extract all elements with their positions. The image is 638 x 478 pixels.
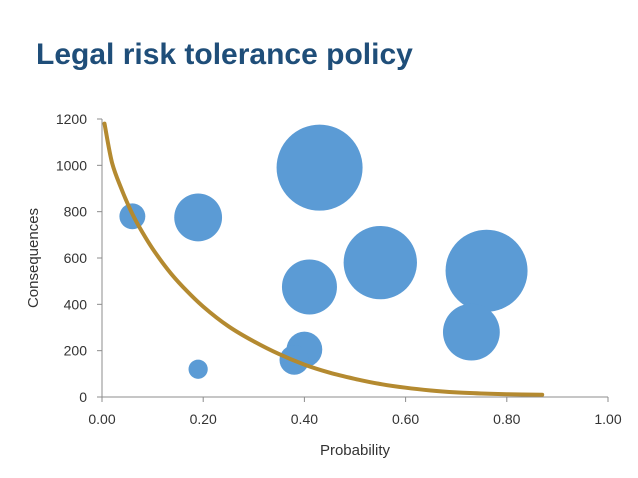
x-tick-label: 0.20: [190, 411, 217, 427]
bubble: [281, 259, 337, 315]
bubble: [445, 229, 528, 312]
bubble: [174, 193, 223, 242]
chart-axes: [97, 118, 609, 402]
x-tick-label: 0.80: [493, 411, 520, 427]
tick-labels-layer: 0.00 0.20 0.40 0.60 0.80 1.00 0 200 400 600 800 100…: [56, 111, 622, 427]
y-tick-label: 800: [64, 204, 88, 220]
x-axis-title: Probability: [320, 442, 391, 459]
y-tick-label: 600: [64, 250, 88, 266]
x-tick-label: 0.40: [291, 411, 318, 427]
x-tick-label: 1.00: [594, 411, 621, 427]
y-tick-label: 1200: [56, 111, 87, 127]
tolerance-curve: [102, 121, 545, 397]
bubbles-layer: [119, 124, 528, 379]
y-tick-label: 200: [64, 343, 88, 359]
y-tick-label: 0: [79, 389, 87, 405]
slide-title: Legal risk tolerance policy: [36, 38, 413, 71]
bubble: [276, 124, 363, 211]
bubble: [442, 303, 500, 361]
y-axis-title: Consequences: [25, 208, 42, 308]
x-tick-label: 0.60: [392, 411, 419, 427]
bubble: [343, 225, 417, 300]
y-tick-label: 400: [64, 296, 88, 312]
x-tick-label: 0.00: [88, 411, 115, 427]
tolerance-curve-layer: [102, 121, 545, 397]
bubble: [188, 359, 208, 379]
y-tick-label: 1000: [56, 157, 87, 173]
